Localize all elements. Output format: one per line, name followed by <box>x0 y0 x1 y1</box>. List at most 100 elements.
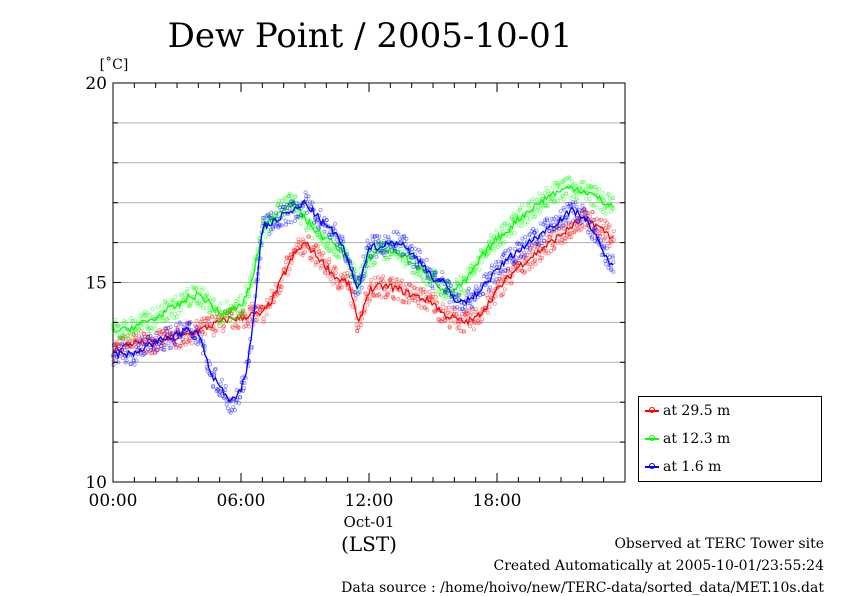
series-marker <box>398 236 403 241</box>
series-marker <box>264 218 269 223</box>
series-marker <box>475 315 480 320</box>
series-marker <box>322 229 327 234</box>
series-marker <box>304 194 309 199</box>
series-marker <box>231 325 236 330</box>
series-marker <box>321 251 326 256</box>
series-marker <box>383 234 388 239</box>
series-marker <box>430 286 435 291</box>
series-marker <box>196 299 201 304</box>
series-marker <box>234 388 239 393</box>
series-marker <box>580 203 585 208</box>
series-marker <box>310 236 315 241</box>
series-marker <box>421 287 426 292</box>
chart-title: Dew Point / 2005-10-01 <box>168 16 573 56</box>
series-marker <box>540 246 545 251</box>
series-marker <box>214 328 219 333</box>
series-marker <box>402 239 407 244</box>
series-marker <box>419 274 424 279</box>
series-marker <box>588 232 593 237</box>
series-marker <box>159 308 164 313</box>
series-marker <box>257 306 262 311</box>
series-marker <box>231 405 236 410</box>
series-marker <box>404 300 409 305</box>
series-marker <box>195 301 200 306</box>
series-marker <box>129 338 134 343</box>
series-marker <box>594 188 599 193</box>
legend-item-1-6m: at 1.6 m <box>645 457 721 477</box>
series-line <box>112 199 614 403</box>
series-marker <box>137 333 142 338</box>
series-marker <box>314 217 319 222</box>
series-marker <box>575 191 580 196</box>
series-marker <box>152 346 157 351</box>
series-marker <box>211 333 216 338</box>
footer-created: Created Automatically at 2005-10-01/23:5… <box>493 558 824 574</box>
series-marker <box>595 240 600 245</box>
series-marker <box>153 327 158 332</box>
series-marker <box>157 328 162 333</box>
series-marker <box>489 265 494 270</box>
series-marker <box>385 243 390 248</box>
series-marker <box>600 190 605 195</box>
series-marker <box>372 260 377 265</box>
series-marker <box>331 245 336 250</box>
series-marker <box>588 214 593 219</box>
series-marker <box>573 181 578 186</box>
series-marker <box>593 228 598 233</box>
series-marker <box>335 242 340 247</box>
series-marker <box>543 218 548 223</box>
series-marker <box>278 284 283 289</box>
series-marker <box>184 328 189 333</box>
series-marker <box>527 216 532 221</box>
series-marker <box>590 234 595 239</box>
series-marker <box>590 210 595 215</box>
series-marker <box>488 270 493 275</box>
series-marker <box>187 336 192 341</box>
series-marker <box>383 255 388 260</box>
series-marker <box>146 327 151 332</box>
series-marker <box>595 229 600 234</box>
series-marker <box>563 239 568 244</box>
series-marker <box>354 274 359 279</box>
series-marker <box>449 292 454 297</box>
series-marker <box>379 242 384 247</box>
series-marker <box>181 339 186 344</box>
series-marker <box>503 248 508 253</box>
series-marker <box>537 252 542 257</box>
series-marker <box>449 318 454 323</box>
series-marker <box>162 298 167 303</box>
series-marker <box>530 260 535 265</box>
series-marker <box>350 304 355 309</box>
series-marker <box>314 232 319 237</box>
series-marker <box>361 254 366 259</box>
series-marker <box>594 216 599 221</box>
series-marker <box>396 248 401 253</box>
series-marker <box>607 262 612 267</box>
series-marker <box>578 220 583 225</box>
series-marker <box>159 303 164 308</box>
series-marker <box>222 324 227 329</box>
series-marker <box>556 224 561 229</box>
series-marker <box>445 278 450 283</box>
series-marker <box>443 306 448 311</box>
series-marker <box>611 260 616 265</box>
series-marker <box>311 244 316 249</box>
series-marker <box>125 333 130 338</box>
series-marker <box>390 245 395 250</box>
series-marker <box>295 214 300 219</box>
series-marker <box>286 194 291 199</box>
series-marker <box>202 316 207 321</box>
series-marker <box>469 305 474 310</box>
series-marker <box>138 351 143 356</box>
series-marker <box>220 394 225 399</box>
series-marker <box>522 259 527 264</box>
legend-item-29-5m: at 29.5 m <box>645 401 730 421</box>
series-marker <box>499 224 504 229</box>
series-marker <box>432 267 437 272</box>
series-marker <box>281 216 286 221</box>
series-marker <box>268 229 273 234</box>
series-marker <box>539 203 544 208</box>
series-marker <box>202 293 207 298</box>
series-marker <box>255 304 260 309</box>
series-marker <box>577 228 582 233</box>
